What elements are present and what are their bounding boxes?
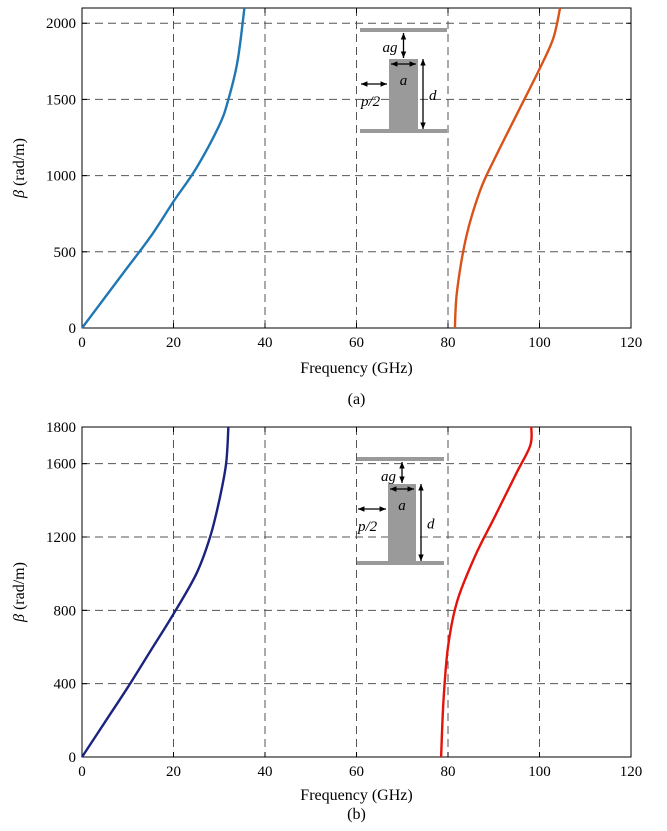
gap-arrow-head [400, 33, 407, 40]
half-period-arrow-head [358, 506, 365, 512]
x-tick-label: 120 [620, 764, 643, 780]
dispersion-curve-1 [81, 7, 246, 329]
inset-label-p2: p/2 [360, 94, 381, 110]
y-tick-label: 2000 [46, 16, 76, 32]
y-tick-label: 800 [54, 603, 77, 619]
metal-pin [388, 484, 416, 563]
x-tick-label: 100 [528, 335, 551, 351]
y-tick-label: 1500 [46, 92, 76, 108]
x-tick-label: 80 [441, 335, 456, 351]
y-tick-label: 0 [69, 321, 77, 337]
height-arrow-head [420, 122, 426, 129]
x-tick-label: 40 [258, 764, 273, 780]
gap-arrow-head [399, 462, 405, 469]
gap-arrow-head [400, 51, 407, 58]
panel-label: (b) [347, 806, 366, 823]
height-arrow-head [420, 59, 426, 66]
y-axis-label: β (rad/m) [11, 562, 28, 623]
y-tick-label: 500 [54, 245, 77, 261]
inset-label-d: d [427, 517, 435, 533]
x-tick-label: 20 [166, 335, 181, 351]
chart-panel-a: 0 20 40 60 80 100 120 0 500 1000 1500 2000 Frequency… [11, 7, 643, 408]
inset-label-a: a [398, 498, 406, 514]
y-axis-symbol: β [11, 614, 28, 623]
x-tick-label: 120 [620, 335, 643, 351]
x-tick-label: 60 [349, 335, 364, 351]
panel-label: (a) [348, 391, 366, 408]
height-arrow-head [418, 554, 424, 561]
inset-label-ag: ag [383, 40, 399, 56]
width-arrow-head [407, 486, 414, 492]
width-arrow-head [390, 486, 397, 492]
x-tick-label: 40 [258, 335, 273, 351]
x-tick-label: 0 [78, 335, 86, 351]
x-tick-label: 80 [441, 764, 456, 780]
y-axis-unit: (rad/m) [11, 138, 28, 190]
y-tick-label: 1800 [46, 420, 76, 436]
width-arrow-head [409, 61, 416, 67]
unit-cell-inset: aga p/2 d [357, 457, 444, 565]
unit-cell-inset: ag a p/2 d [360, 28, 447, 133]
half-period-arrow-head [379, 506, 386, 512]
inset-label-p2: p/2 [357, 519, 378, 535]
chart-panel-b: 0 20 40 60 80 100 1200400800120016001800Freque… [11, 420, 642, 823]
inset-label-d: d [429, 88, 437, 104]
x-axis-label: Frequency (GHz) [300, 787, 412, 804]
gap-arrow-head [399, 476, 405, 483]
x-tick-label: 20 [166, 764, 181, 780]
y-axis-unit: (rad/m) [11, 562, 28, 614]
y-tick-label: 1200 [46, 530, 76, 546]
x-axis-label: Frequency (GHz) [300, 360, 412, 377]
y-tick-label: 400 [54, 677, 77, 693]
x-tick-label: 0 [78, 764, 86, 780]
half-period-arrow-head [361, 81, 368, 87]
y-axis-symbol: β [11, 190, 28, 199]
height-arrow-head [418, 484, 424, 491]
y-tick-label: 1000 [46, 169, 76, 185]
dispersion-curve-2 [439, 426, 533, 758]
x-tick-label: 60 [349, 764, 364, 780]
dispersion-curve-1 [80, 426, 230, 758]
y-tick-label: 1600 [46, 457, 76, 473]
dispersion-curve-2 [453, 7, 562, 329]
x-tick-label: 100 [528, 764, 551, 780]
inset-label-ag: ag [381, 469, 397, 485]
half-period-arrow-head [380, 81, 387, 87]
y-tick-label: 0 [69, 750, 77, 766]
inset-label-a: a [400, 73, 408, 89]
width-arrow-head [391, 61, 398, 67]
y-axis-label: β (rad/m) [11, 138, 28, 199]
metal-pin [389, 59, 418, 131]
